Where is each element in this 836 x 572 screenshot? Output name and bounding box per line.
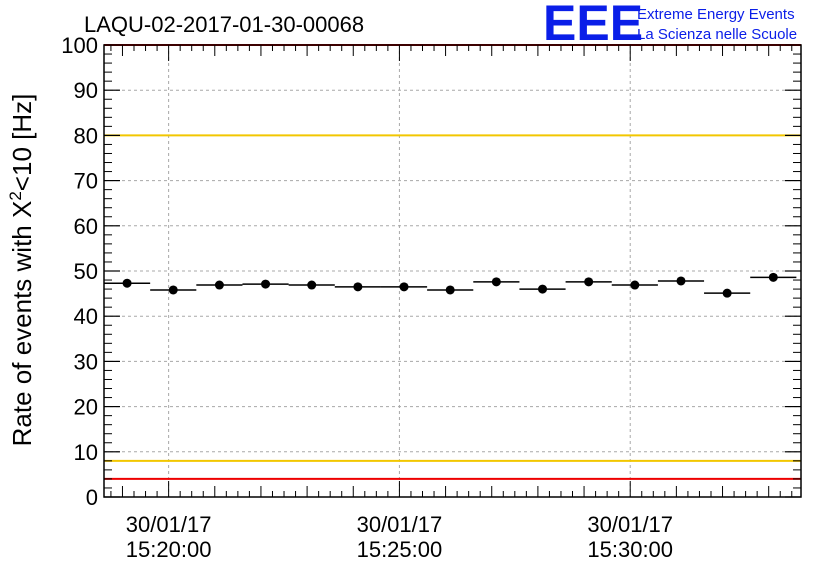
data-point [261, 279, 271, 289]
y-tick-label: 90 [74, 78, 98, 103]
y-axis-label: Rate of events with X2<10 [Hz] [6, 94, 37, 447]
logo-line-2: La Scienza nelle Scuole [637, 26, 797, 43]
logo-line-1: Extreme Energy Events [637, 6, 795, 23]
x-tick-time: 15:20:00 [126, 537, 212, 562]
grid-lines [104, 45, 801, 497]
y-tick-label: 40 [74, 304, 98, 329]
data-point [676, 276, 686, 286]
data-point [353, 282, 363, 292]
data-point [630, 280, 640, 290]
reference-lines [104, 44, 801, 480]
data-point [399, 282, 409, 292]
y-tick-label: 100 [61, 33, 98, 58]
x-tick-date: 30/01/17 [357, 512, 443, 537]
data-point [168, 285, 178, 295]
x-tick-time: 15:30:00 [587, 537, 673, 562]
x-tick-date: 30/01/17 [126, 512, 212, 537]
data-point [768, 272, 778, 282]
data-point [122, 278, 132, 288]
x-tick-labels: 30/01/1715:20:0030/01/1715:25:0030/01/17… [126, 512, 673, 562]
eee-logo: EEE Extreme Energy Events La Scienza nel… [543, 0, 797, 51]
data-point [445, 285, 455, 295]
y-tick-label: 80 [74, 123, 98, 148]
data-point [722, 288, 732, 298]
y-tick-label: 0 [86, 485, 98, 510]
y-tick-label: 70 [74, 169, 98, 194]
data-points [104, 272, 797, 298]
x-tick-date: 30/01/17 [587, 512, 673, 537]
logo-mark: EEE [543, 0, 643, 51]
data-point [491, 277, 501, 287]
plot-frame [103, 44, 802, 498]
data-point [584, 277, 594, 287]
x-tick-time: 15:25:00 [357, 537, 443, 562]
y-tick-labels: 0 10 20 30 40 50 60 70 80 90 100 [61, 33, 98, 510]
data-point [538, 284, 548, 294]
y-tick-label: 30 [74, 349, 98, 374]
data-point [214, 280, 224, 290]
y-tick-label: 50 [74, 259, 98, 284]
data-point [307, 280, 317, 290]
y-tick-label: 20 [74, 395, 98, 420]
y-tick-label: 60 [74, 214, 98, 239]
chart-title: LAQU-02-2017-01-30-00068 [84, 12, 364, 37]
y-tick-label: 10 [74, 440, 98, 465]
